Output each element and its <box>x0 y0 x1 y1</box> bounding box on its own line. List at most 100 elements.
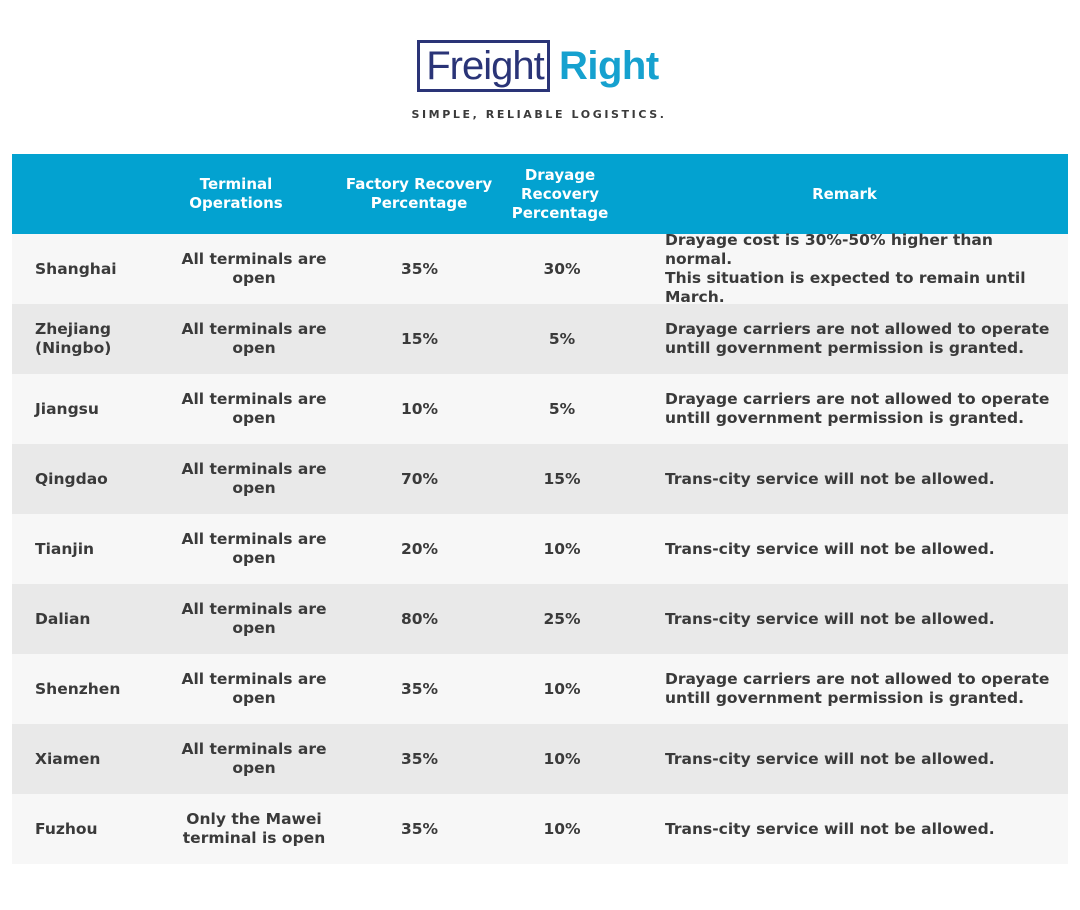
cell-remark: Trans-city service will not be allowed. <box>665 794 1065 864</box>
cell-terminal-operations-text: All terminals are open <box>181 670 327 707</box>
table-row: Dalian All terminals are open 80% 25% Trans-… <box>12 584 1068 654</box>
cell-factory-recovery: 20% <box>357 514 482 584</box>
cell-drayage-recovery-text: 10% <box>543 679 581 698</box>
cell-terminal-operations: Only the Mawei terminal is open <box>162 794 346 864</box>
cell-terminal-operations-text: All terminals are open <box>181 320 327 357</box>
cell-terminal-operations-text: All terminals are open <box>181 600 327 637</box>
header-terminal-label: Terminal Operations <box>189 175 283 212</box>
table-row: Jiangsu All terminals are open 10% 5% Drayag… <box>12 374 1068 444</box>
header-factory-label: Factory Recovery Percentage <box>345 175 493 212</box>
cell-remark: Trans-city service will not be allowed. <box>665 444 1065 514</box>
cell-terminal-operations: All terminals are open <box>162 724 346 794</box>
cell-city-text: Xiamen <box>35 749 101 768</box>
cell-remark-text: Drayage cost is 30%-50% higher than norm… <box>665 231 1026 306</box>
cell-factory-recovery-text: 70% <box>400 469 439 488</box>
cell-drayage-recovery: 10% <box>502 514 622 584</box>
cell-remark-text: Drayage carriers are not allowed to oper… <box>665 390 1050 427</box>
cell-city-text: Fuzhou <box>35 819 98 838</box>
table-row: Tianjin All terminals are open 20% 10% Trans… <box>12 514 1068 584</box>
header-terminal-operations: Terminal Operations <box>162 154 310 234</box>
header-remark-label: Remark <box>812 184 877 203</box>
cell-factory-recovery: 70% <box>357 444 482 514</box>
cell-city-text: Qingdao <box>35 469 108 488</box>
table-row: Xiamen All terminals are open 35% 10% Trans-… <box>12 724 1068 794</box>
logo-word-right: Right <box>559 44 659 88</box>
cell-city-text: Shanghai <box>35 259 117 278</box>
cell-remark-text: Trans-city service will not be allowed. <box>665 539 995 558</box>
cell-city: Shenzhen <box>35 654 165 724</box>
cell-drayage-recovery: 5% <box>502 304 622 374</box>
cell-terminal-operations: All terminals are open <box>162 374 346 444</box>
cell-city: Xiamen <box>35 724 165 794</box>
cell-terminal-operations: All terminals are open <box>162 584 346 654</box>
cell-factory-recovery-text: 15% <box>400 329 439 348</box>
cell-remark-text: Trans-city service will not be allowed. <box>665 749 995 768</box>
cell-factory-recovery: 35% <box>357 234 482 304</box>
cell-terminal-operations: All terminals are open <box>162 304 346 374</box>
cell-terminal-operations-text: Only the Mawei terminal is open <box>182 810 326 847</box>
cell-terminal-operations: All terminals are open <box>162 234 346 304</box>
cell-factory-recovery-text: 35% <box>400 819 439 838</box>
cell-factory-recovery-text: 35% <box>400 679 439 698</box>
header-remark: Remark <box>652 154 1037 234</box>
cell-city-text: Tianjin <box>35 539 95 558</box>
table-row: Shenzhen All terminals are open 35% 10% Dray… <box>12 654 1068 724</box>
cell-city: Shanghai <box>35 234 165 304</box>
cell-drayage-recovery: 10% <box>502 794 622 864</box>
table-row: Shanghai All terminals are open 35% 30% Dray… <box>12 231 1068 306</box>
cell-city-text: Zhejiang (Ningbo) <box>35 320 112 357</box>
cell-terminal-operations-text: All terminals are open <box>181 740 327 777</box>
logo-word-freight: Freight <box>426 44 545 88</box>
table-row: Fuzhou Only the Mawei terminal is open 35%… <box>12 794 1068 864</box>
cell-factory-recovery-text: 20% <box>400 539 439 558</box>
cell-remark: Drayage carriers are not allowed to oper… <box>665 374 1065 444</box>
cell-factory-recovery: 10% <box>357 374 482 444</box>
cell-city: Qingdao <box>35 444 165 514</box>
cell-remark-text: Drayage carriers are not allowed to oper… <box>665 670 1050 707</box>
cell-factory-recovery-text: 80% <box>400 609 439 628</box>
cell-city: Zhejiang (Ningbo) <box>35 304 165 374</box>
cell-terminal-operations: All terminals are open <box>162 654 346 724</box>
cell-remark: Drayage carriers are not allowed to oper… <box>665 304 1065 374</box>
cell-terminal-operations: All terminals are open <box>162 444 346 514</box>
cell-drayage-recovery-text: 10% <box>543 819 581 838</box>
cell-drayage-recovery: 30% <box>502 234 622 304</box>
table-row: Zhejiang (Ningbo) All terminals are open 1… <box>12 304 1068 374</box>
cell-city: Tianjin <box>35 514 165 584</box>
cell-city-text: Dalian <box>35 609 91 628</box>
cell-drayage-recovery-text: 10% <box>543 749 581 768</box>
table-row: Qingdao All terminals are open 70% 15% Trans… <box>12 444 1068 514</box>
cell-drayage-recovery: 10% <box>502 724 622 794</box>
cell-remark: Drayage cost is 30%-50% higher than norm… <box>665 231 1065 306</box>
header-city <box>35 154 165 234</box>
cell-remark: Trans-city service will not be allowed. <box>665 584 1065 654</box>
cell-drayage-recovery-text: 15% <box>543 469 581 488</box>
brand-header: Freight Right SIMPLE, RELIABLE LOGISTICS… <box>0 0 1080 140</box>
header-drayage-recovery: Drayage Recovery Percentage <box>500 154 620 234</box>
header-factory-recovery: Factory Recovery Percentage <box>342 154 496 234</box>
brand-tagline: SIMPLE, RELIABLE LOGISTICS. <box>411 108 667 121</box>
cell-drayage-recovery-text: 5% <box>548 399 576 418</box>
cell-terminal-operations-text: All terminals are open <box>181 530 327 567</box>
cell-city: Jiangsu <box>35 374 165 444</box>
cell-remark: Trans-city service will not be allowed. <box>665 514 1065 584</box>
cell-city-text: Jiangsu <box>35 399 99 418</box>
cell-factory-recovery: 15% <box>357 304 482 374</box>
table-header: Terminal Operations Factory Recovery Per… <box>12 154 1068 234</box>
cell-factory-recovery: 35% <box>357 794 482 864</box>
logo-frame <box>417 40 550 92</box>
cell-drayage-recovery: 25% <box>502 584 622 654</box>
cell-city-text: Shenzhen <box>35 679 121 698</box>
cell-drayage-recovery: 15% <box>502 444 622 514</box>
cell-drayage-recovery: 5% <box>502 374 622 444</box>
cell-drayage-recovery-text: 10% <box>543 539 581 558</box>
cell-terminal-operations: All terminals are open <box>162 514 346 584</box>
cell-city: Dalian <box>35 584 165 654</box>
cell-remark-text: Drayage carriers are not allowed to oper… <box>665 320 1050 357</box>
cell-remark-text: Trans-city service will not be allowed. <box>665 609 995 628</box>
cell-factory-recovery-text: 35% <box>400 259 439 278</box>
cell-factory-recovery-text: 10% <box>400 399 439 418</box>
cell-drayage-recovery-text: 25% <box>543 609 581 628</box>
cell-factory-recovery: 35% <box>357 654 482 724</box>
cell-drayage-recovery-text: 30% <box>543 259 581 278</box>
